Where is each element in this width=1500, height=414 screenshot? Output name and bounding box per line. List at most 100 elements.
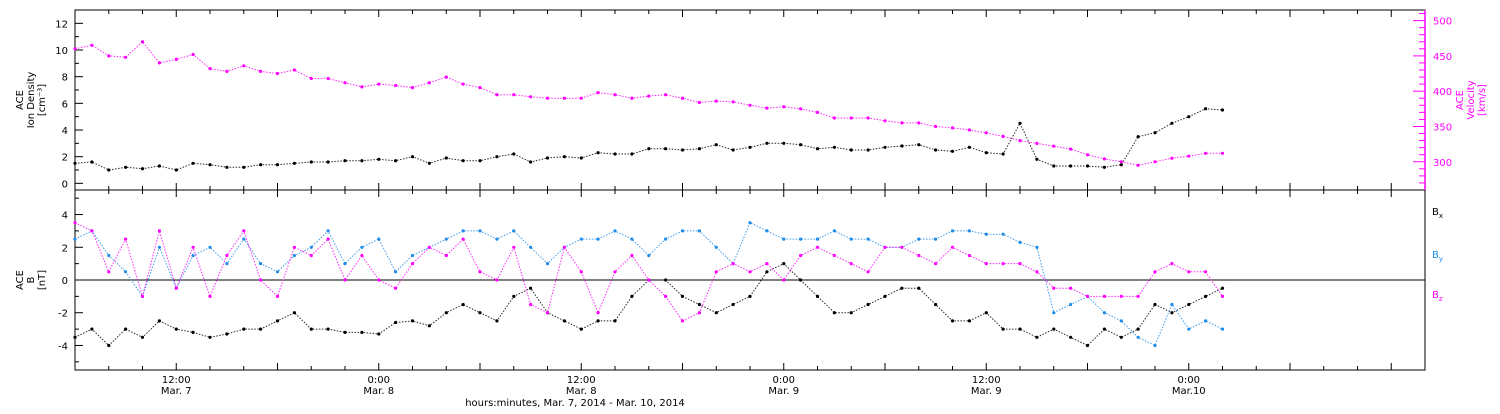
density-point (950, 149, 955, 153)
density-point (545, 156, 550, 160)
velocity-point (360, 85, 364, 89)
velocity-point (309, 76, 313, 81)
bx-point (1018, 327, 1022, 331)
bz-point (1153, 270, 1157, 274)
by-point (124, 270, 128, 274)
bx-point (225, 332, 229, 336)
density-trace (74, 108, 1223, 171)
density-point (191, 161, 195, 165)
density-point (697, 147, 702, 151)
velocity-point (782, 105, 786, 109)
bx-point (613, 319, 617, 323)
density-point (900, 144, 904, 148)
bx-point (292, 311, 296, 315)
velocity-point (950, 126, 955, 130)
field-axis-title-line: [nT] (37, 270, 48, 290)
bz-point (900, 245, 904, 249)
y2-tick-label: 400 (1433, 87, 1452, 98)
bz-point (680, 319, 685, 323)
bx-point (782, 262, 786, 266)
velocity-point (343, 81, 347, 85)
density-point (1069, 164, 1073, 168)
density-point (174, 168, 178, 172)
bx-point (343, 330, 347, 334)
bz-point (191, 245, 195, 249)
bx-point (275, 319, 280, 323)
bx-point (107, 343, 111, 348)
y-tick-label: -4 (58, 341, 68, 352)
by-point (630, 237, 634, 241)
density-point (343, 159, 347, 163)
velocity-point (225, 69, 229, 73)
bx-point (680, 294, 685, 298)
velocity-point (680, 96, 685, 100)
velocity-point (866, 116, 870, 120)
velocity-point (512, 93, 516, 97)
velocity-point (90, 43, 94, 47)
by-point (613, 229, 617, 233)
velocity-point (1035, 141, 1039, 145)
velocity-point (259, 69, 263, 73)
density-point (90, 160, 94, 164)
by-point (309, 245, 313, 249)
by-point (664, 237, 668, 241)
velocity-point (157, 61, 161, 65)
density-point (799, 143, 803, 147)
by-point (410, 253, 415, 258)
bz-point (343, 278, 347, 282)
velocity-point (73, 47, 77, 51)
by-point (748, 221, 752, 225)
velocity-point (191, 52, 195, 57)
bx-point (1153, 302, 1157, 307)
bx-point (731, 302, 735, 307)
bz-point (461, 237, 465, 241)
y-tick-label: 8 (62, 73, 68, 84)
velocity-point (377, 82, 381, 86)
velocity-point (478, 86, 482, 90)
density-point (124, 165, 128, 169)
velocity-point (562, 96, 567, 100)
by-point (1069, 302, 1073, 307)
velocity-point (849, 116, 853, 120)
bz-point (326, 237, 330, 241)
density-axis-title-line: [cm⁻³] (37, 84, 48, 116)
bx-point (242, 327, 246, 331)
density-axis-title-line: Ion Density (26, 72, 37, 129)
velocity-point (900, 121, 904, 125)
bz-point (647, 278, 651, 282)
bz-point (275, 294, 280, 298)
by-point (1187, 327, 1191, 331)
legend-bx: Bx (1432, 207, 1443, 220)
density-axis-title-line: ACE (15, 90, 26, 110)
by-point (765, 229, 769, 233)
density-point (275, 163, 280, 167)
bz-point (394, 286, 398, 290)
bx-point (309, 327, 313, 331)
x-tick-label-day: Mar. 9 (768, 386, 799, 397)
density-point (394, 159, 398, 163)
bz-point (174, 286, 178, 290)
bz-point (579, 270, 583, 274)
field-axis-title-line: B (26, 276, 37, 283)
density-point (107, 168, 111, 172)
bx-point (1187, 302, 1191, 307)
density-point (815, 147, 820, 151)
by-point (1153, 343, 1157, 348)
bz-point (1187, 270, 1191, 274)
velocity-axis-title-line: [km/s] (1477, 84, 1488, 116)
density-point (1085, 164, 1090, 168)
y-tick-label: 0 (62, 276, 68, 287)
by-point (1119, 319, 1123, 323)
bz-point (478, 270, 482, 274)
velocity-point (714, 99, 718, 103)
velocity-point (326, 76, 330, 81)
by-trace (74, 222, 1223, 347)
velocity-axis-title: ACE Velocity [km/s] (1455, 80, 1488, 119)
by-point (967, 229, 972, 233)
bz-point (1035, 270, 1039, 274)
density-point (883, 145, 887, 149)
density-point (1220, 108, 1225, 112)
bz-point (495, 278, 499, 282)
y-tick-label: 4 (62, 211, 68, 222)
